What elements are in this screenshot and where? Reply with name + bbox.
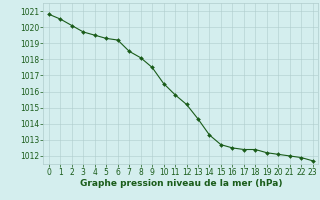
X-axis label: Graphe pression niveau de la mer (hPa): Graphe pression niveau de la mer (hPa): [80, 179, 282, 188]
